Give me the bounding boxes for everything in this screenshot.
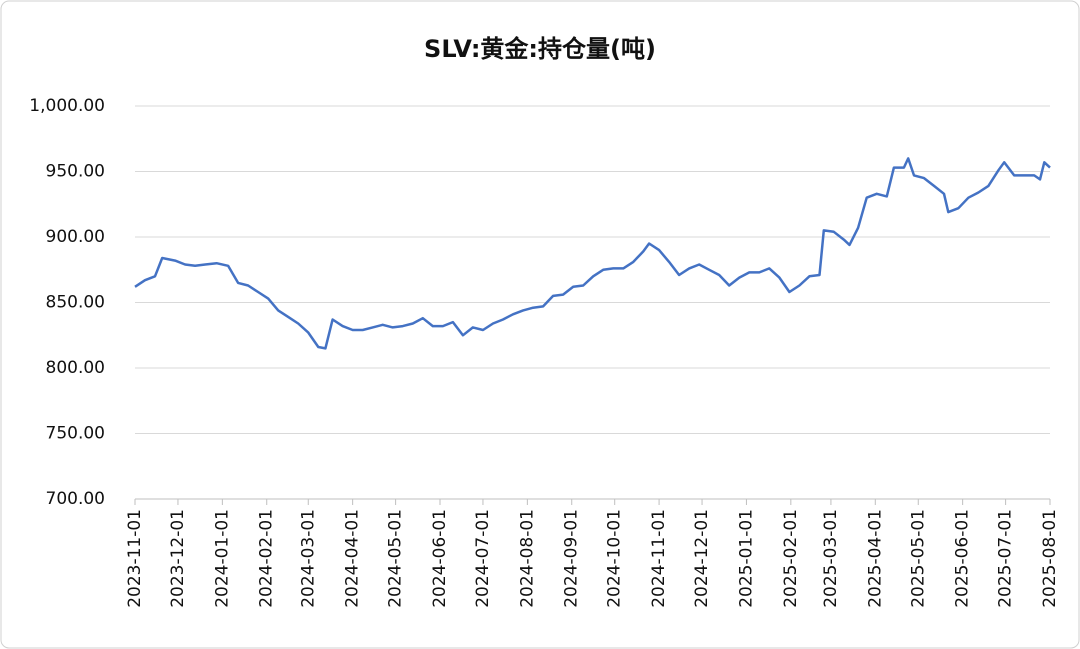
x-tick-label: 2024-05-01 [386,509,406,608]
x-tick-label: 2024-04-01 [343,509,363,608]
x-tick-label: 2023-12-01 [168,509,188,608]
x-tick-label: 2024-03-01 [298,509,318,608]
y-tick-label: 950.00 [46,162,105,182]
y-tick-label: 700.00 [46,489,105,509]
chart-title: SLV:黄金:持仓量(吨) [424,35,656,63]
x-tick-label: 2024-08-01 [517,509,537,608]
x-tick-label: 2024-01-01 [212,509,232,608]
x-tick-label: 2023-11-01 [125,509,145,608]
x-tick-label: 2024-02-01 [257,509,277,608]
x-tick-label: 2025-03-01 [821,509,841,608]
x-tick-label: 2025-05-01 [908,509,928,608]
x-tick-label: 2024-06-01 [430,509,450,608]
x-tick-label: 2025-08-01 [1040,509,1060,608]
x-tick-label: 2025-01-01 [736,509,756,608]
y-tick-label: 900.00 [46,227,105,247]
x-tick-label: 2024-11-01 [649,509,669,608]
y-tick-label: 750.00 [46,424,105,444]
y-tick-label: 800.00 [46,358,105,378]
x-tick-label: 2024-12-01 [692,509,712,608]
x-tick-label: 2024-07-01 [473,509,493,608]
x-tick-label: 2024-10-01 [605,509,625,608]
x-tick-label: 2025-07-01 [996,509,1016,608]
x-tick-label: 2025-02-01 [781,509,801,608]
x-tick-label: 2025-06-01 [953,509,973,608]
y-tick-label: 850.00 [46,293,105,313]
x-tick-label: 2025-04-01 [865,509,885,608]
data-line [134,157,1051,350]
x-tick-label: 2024-09-01 [562,509,582,608]
y-tick-label: 1,000.00 [29,96,105,116]
